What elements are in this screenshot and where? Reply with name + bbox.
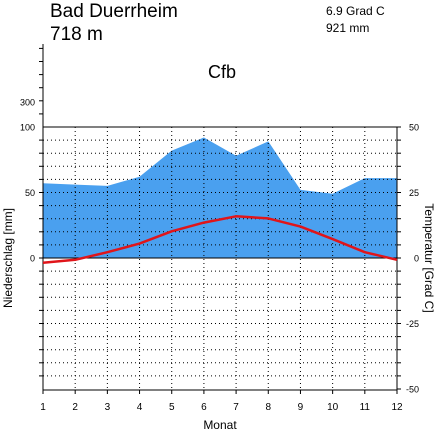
station-elevation: 718 m [50, 24, 103, 45]
x-tick-label: 11 [360, 402, 371, 413]
x-tick-label: 1 [40, 402, 46, 413]
left-tick-label: 100 [20, 123, 35, 133]
right-tick-label: 50 [409, 123, 419, 133]
right-tick-label: 25 [409, 188, 419, 198]
x-tick-label: 6 [201, 402, 207, 413]
right-tick-label: 0 [414, 254, 419, 264]
temperature-layer [42, 215, 398, 264]
axes-layer [39, 44, 401, 394]
x-tick-label: 8 [265, 402, 271, 413]
x-tick-label: 12 [391, 402, 403, 413]
right-tick-label: -25 [406, 319, 419, 329]
right-tick-label: -50 [406, 385, 419, 395]
left-tick-label: 50 [25, 188, 35, 198]
annual-precipitation: 921 mm [326, 21, 369, 35]
left-tick-label: 300 [20, 98, 35, 108]
station-name: Bad Duerrheim [50, 1, 178, 22]
climate-class: Cfb [208, 62, 236, 82]
precipitation-area [43, 137, 397, 258]
x-tick-label: 7 [233, 402, 239, 413]
y-axis-left-label: Niederschlag [mm] [1, 208, 15, 308]
x-tick-label: 9 [298, 402, 304, 413]
y-axis-right-label: Temperatur [Grad C] [422, 203, 436, 312]
x-tick-label: 4 [137, 402, 143, 413]
precipitation-area-layer [43, 137, 397, 258]
x-axis-label: Monat [203, 418, 237, 430]
mean-temperature: 6.9 Grad C [326, 4, 385, 18]
left-tick-label: 0 [30, 254, 35, 264]
x-tick-label: 3 [105, 402, 111, 413]
x-tick-label: 2 [72, 402, 78, 413]
x-tick-label: 10 [327, 402, 339, 413]
temperature-line [42, 215, 398, 264]
x-tick-label: 5 [169, 402, 175, 413]
